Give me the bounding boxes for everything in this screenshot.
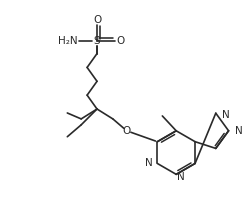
Text: N: N	[234, 126, 242, 136]
Text: N: N	[177, 172, 185, 182]
Text: O: O	[93, 15, 101, 25]
Text: N: N	[145, 158, 152, 168]
Text: O: O	[122, 126, 131, 136]
Text: O: O	[117, 36, 125, 46]
Text: N: N	[222, 110, 229, 120]
Text: S: S	[94, 36, 100, 46]
Text: H₂N: H₂N	[58, 36, 77, 46]
